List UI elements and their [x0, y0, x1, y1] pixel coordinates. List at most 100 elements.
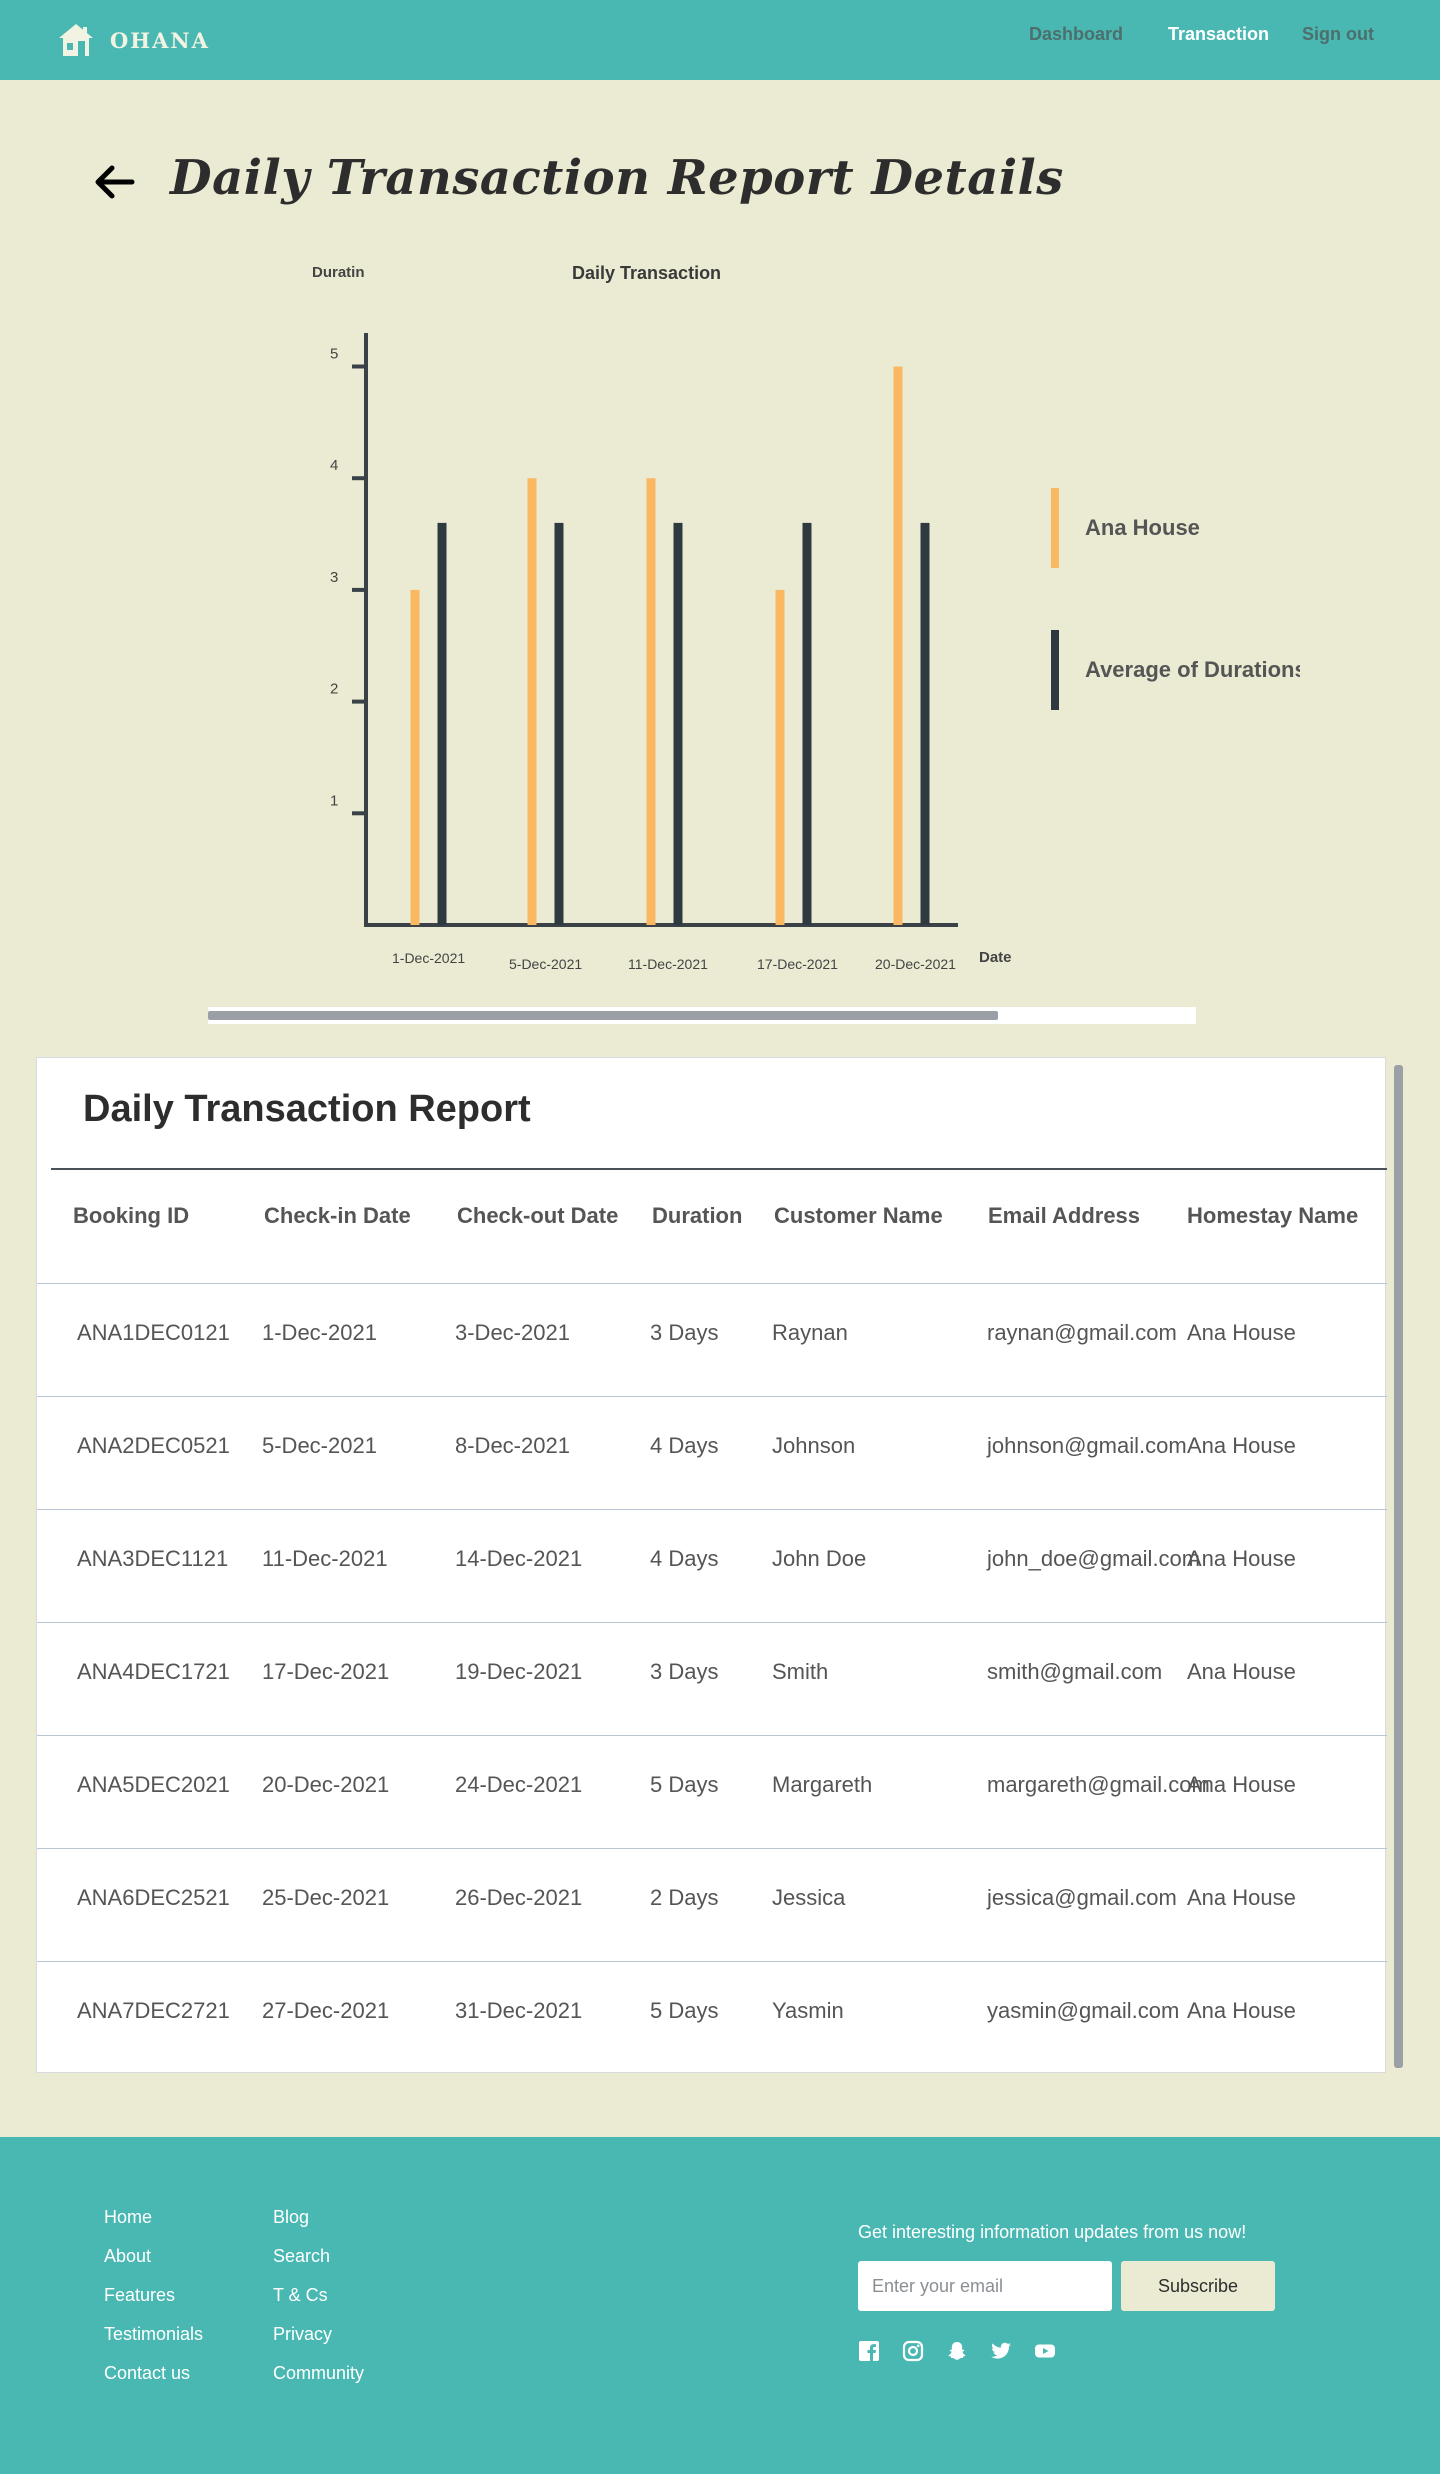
- cell-email: margareth@gmail.com: [987, 1772, 1210, 1797]
- nav-dashboard-link[interactable]: Dashboard: [1029, 24, 1124, 44]
- cell-check-in: 5-Dec-2021: [262, 1433, 377, 1458]
- y-tick-label: 3: [330, 569, 338, 586]
- cell-check-out: 3-Dec-2021: [455, 1320, 570, 1345]
- cell-customer-name: Jessica: [772, 1885, 846, 1910]
- facebook-icon[interactable]: [858, 2340, 880, 2362]
- cell-duration: 3 Days: [650, 1320, 719, 1345]
- footer-link-terms[interactable]: T & Cs: [273, 2285, 328, 2305]
- cell-check-in: 20-Dec-2021: [262, 1772, 390, 1797]
- cell-check-out: 31-Dec-2021: [455, 1998, 583, 2023]
- nav-signout-link[interactable]: Sign out: [1302, 24, 1374, 44]
- footer-link-contact[interactable]: Contact us: [104, 2363, 191, 2383]
- cell-booking-id: ANA4DEC1721: [77, 1659, 230, 1684]
- x-tick-label: 20-Dec-2021: [875, 956, 956, 972]
- cell-email: johnson@gmail.com: [987, 1433, 1187, 1458]
- cell-customer-name: Margareth: [772, 1772, 873, 1797]
- x-tick-label: 5-Dec-2021: [509, 956, 582, 972]
- cell-check-in: 25-Dec-2021: [262, 1885, 390, 1910]
- col-customer-name: Customer Name: [774, 1203, 943, 1228]
- y-tick-label: 2: [330, 681, 338, 698]
- table-row: ANA4DEC1721 17-Dec-2021 19-Dec-2021 3 Days S…: [37, 1622, 1387, 1735]
- col-check-out: Check-out Date: [457, 1203, 619, 1228]
- chart-title: Daily Transaction: [572, 263, 721, 283]
- chart-scroll-track[interactable]: [208, 1007, 1196, 1024]
- cell-homestay-name: Ana House: [1187, 1885, 1296, 1910]
- snapchat-icon[interactable]: [946, 2340, 968, 2362]
- cell-email: john_doe@gmail.com: [987, 1546, 1201, 1571]
- y-tick-label: 5: [330, 346, 338, 363]
- footer-link-features[interactable]: Features: [104, 2285, 176, 2305]
- bar-ana-house: [646, 478, 656, 925]
- page-title: Daily Transaction Report Details: [170, 150, 1064, 206]
- cell-booking-id: ANA2DEC0521: [77, 1433, 230, 1458]
- cell-email: smith@gmail.com: [987, 1659, 1163, 1684]
- instagram-icon[interactable]: [902, 2340, 924, 2362]
- footer-link-testimonials[interactable]: Testimonials: [104, 2324, 204, 2344]
- x-tick-label: 17-Dec-2021: [757, 956, 838, 972]
- col-email: Email Address: [988, 1203, 1141, 1228]
- cell-check-out: 8-Dec-2021: [455, 1433, 570, 1458]
- cell-duration: 4 Days: [650, 1546, 719, 1571]
- cell-duration: 4 Days: [650, 1433, 719, 1458]
- footer-link-blog[interactable]: Blog: [273, 2207, 310, 2227]
- legend-label: Average of Durations: [1085, 657, 1300, 682]
- cell-customer-name: Raynan: [772, 1320, 848, 1345]
- footer-link-community[interactable]: Community: [273, 2363, 365, 2383]
- chart-scroll-thumb[interactable]: [208, 1011, 999, 1020]
- transaction-table-card: Daily Transaction Report Booking ID Chec…: [36, 1057, 1387, 2073]
- legend-label: Ana House: [1085, 515, 1200, 540]
- cell-duration: 5 Days: [650, 1998, 719, 2023]
- cell-homestay-name: Ana House: [1187, 1659, 1296, 1684]
- bar-average-duration: [673, 522, 683, 925]
- footer-link-about[interactable]: About: [104, 2246, 152, 2266]
- cell-customer-name: Johnson: [772, 1433, 856, 1458]
- table-header-divider: [51, 1168, 1387, 1170]
- y-tick-label: 1: [330, 792, 338, 809]
- cell-duration: 5 Days: [650, 1772, 719, 1797]
- cell-check-out: 24-Dec-2021: [455, 1772, 583, 1797]
- cell-duration: 2 Days: [650, 1885, 719, 1910]
- cell-check-in: 27-Dec-2021: [262, 1998, 390, 2023]
- bar-average-duration: [437, 522, 447, 925]
- cell-homestay-name: Ana House: [1187, 1433, 1296, 1458]
- legend-swatch: [1051, 630, 1059, 710]
- footer-link-search[interactable]: Search: [273, 2246, 331, 2266]
- footer-link-home[interactable]: Home: [104, 2207, 153, 2227]
- cell-email: jessica@gmail.com: [987, 1885, 1177, 1910]
- subscribe-button[interactable]: Subscribe: [1121, 2261, 1275, 2311]
- col-duration: Duration: [652, 1203, 743, 1228]
- bar-average-duration: [920, 522, 930, 925]
- bar-average-duration: [802, 522, 812, 925]
- cell-check-in: 1-Dec-2021: [262, 1320, 377, 1345]
- table-row: ANA5DEC2021 20-Dec-2021 24-Dec-2021 5 Days M…: [37, 1735, 1387, 1848]
- cell-homestay-name: Ana House: [1187, 1998, 1296, 2023]
- cell-booking-id: ANA3DEC1121: [77, 1546, 229, 1571]
- cell-check-in: 17-Dec-2021: [262, 1659, 390, 1684]
- brand[interactable]: OHANA: [56, 20, 210, 60]
- col-check-in: Check-in Date: [264, 1203, 411, 1228]
- cell-customer-name: John Doe: [772, 1546, 867, 1571]
- cell-check-out: 14-Dec-2021: [455, 1546, 583, 1571]
- youtube-icon[interactable]: [1034, 2340, 1056, 2362]
- x-tick-label: 11-Dec-2021: [628, 956, 708, 972]
- daily-transaction-chart: 1 2 3 4 5 1-Dec-2021 5-Dec-2021 11-Dec-2021 17-D…: [300, 250, 1300, 990]
- col-homestay-name: Homestay Name: [1187, 1203, 1359, 1228]
- table-title: Daily Transaction Report: [83, 1088, 531, 1130]
- cell-customer-name: Smith: [772, 1659, 829, 1684]
- arrow-left-icon[interactable]: [90, 158, 138, 206]
- bar-ana-house: [527, 478, 537, 925]
- y-tick-label: 4: [330, 457, 338, 474]
- y-axis-label: Duratin: [312, 264, 365, 281]
- house-icon: [59, 24, 93, 56]
- chart-svg: 1 2 3 4 5 1-Dec-2021 5-Dec-2021 11-Dec-2021 17-D…: [312, 263, 1300, 972]
- cell-booking-id: ANA7DEC2721: [77, 1998, 230, 2023]
- x-axis-label: Date: [979, 949, 1012, 966]
- table-scrollbar[interactable]: [1394, 1065, 1403, 2068]
- twitter-icon[interactable]: [990, 2340, 1012, 2362]
- nav-transaction-link[interactable]: Transaction: [1168, 24, 1270, 44]
- footer-link-privacy[interactable]: Privacy: [273, 2324, 333, 2344]
- cell-check-in: 11-Dec-2021: [262, 1546, 388, 1571]
- cell-booking-id: ANA1DEC0121: [77, 1320, 230, 1345]
- newsletter-email-input[interactable]: [858, 2261, 1112, 2311]
- top-navbar: OHANA Dashboard Transaction Sign out: [0, 0, 1440, 80]
